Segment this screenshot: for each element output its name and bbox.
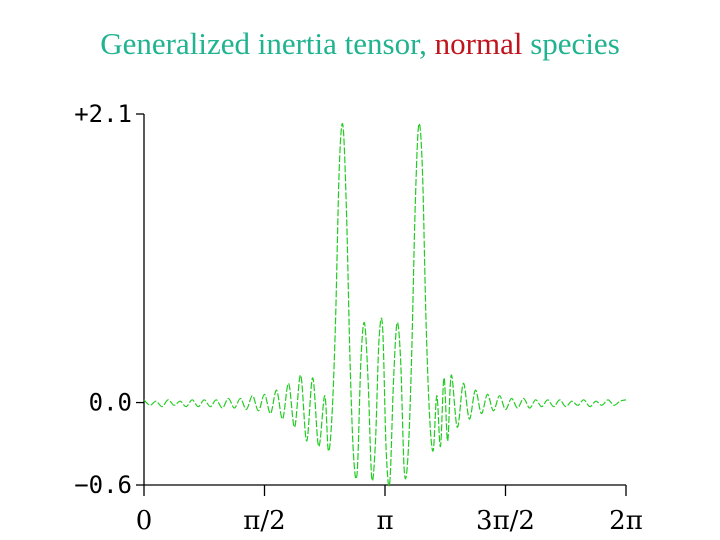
series-group <box>143 122 627 487</box>
series-line <box>143 122 627 487</box>
title-part-highlight: normal <box>434 26 523 61</box>
chart-title: Generalized inertia tensor, normal speci… <box>0 26 720 62</box>
y-tick-label-2: −0.6 <box>74 471 132 499</box>
x-tick-label-2: π <box>376 506 393 536</box>
title-part-3: species <box>522 26 620 61</box>
y-tick-label-1: 0.0 <box>89 389 132 417</box>
x-tick-label-0: 0 <box>136 506 153 536</box>
title-part-1: Generalized inertia tensor, <box>100 26 435 61</box>
x-tick-label-4: 2π <box>609 506 643 536</box>
y-tick-label-0: +2.1 <box>74 100 132 128</box>
axes: +2.1 0.0 −0.60 π/2 π 3π/2 2π <box>74 100 643 536</box>
x-tick-label-3: 3π/2 <box>476 506 535 536</box>
x-tick-label-1: π/2 <box>243 506 285 536</box>
